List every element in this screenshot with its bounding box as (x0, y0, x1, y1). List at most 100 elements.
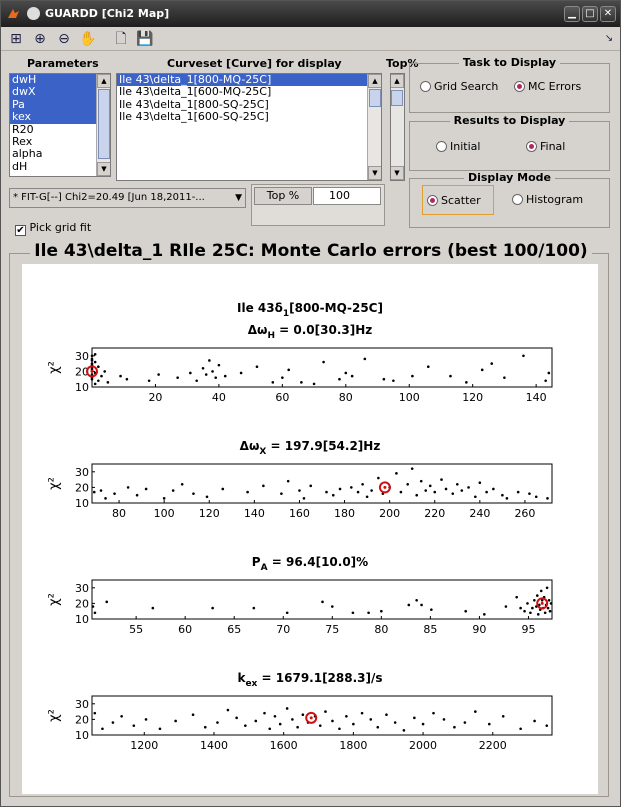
data-point (352, 722, 355, 726)
close-button[interactable]: ✕ (600, 6, 616, 22)
data-point (171, 489, 175, 492)
dock-arrow-icon[interactable]: ↘ (604, 33, 614, 44)
display-mode-group: Display Mode Scatter Histogram (409, 171, 610, 228)
curveset-item[interactable]: Ile 43\delta_1[600-MQ-25C] (119, 85, 272, 99)
display-mode-title: Display Mode (463, 171, 555, 184)
zoom-out-icon[interactable]: ⊖ (58, 31, 70, 47)
parameters-item[interactable]: alpha (12, 147, 43, 161)
data-point (101, 727, 104, 731)
x-tick-label: 1400 (200, 739, 228, 752)
best-fit-center (90, 369, 94, 373)
scatter-radio[interactable]: Scatter (422, 185, 494, 215)
plot-axes-box (91, 579, 553, 620)
y-tick-label: 20 (75, 713, 89, 726)
data-point (331, 719, 334, 723)
initial-label: Initial (450, 140, 481, 153)
data-point (365, 495, 369, 499)
histogram-radio[interactable]: Histogram (512, 193, 583, 206)
curveset-scrollbar[interactable]: ▲ ▼ (367, 74, 381, 180)
checkmark-icon: ✔ (15, 225, 26, 236)
data-point (322, 360, 325, 364)
x-tick-label: 95 (521, 623, 535, 636)
subplot-4: 1200 1400 1600 1800 2000 2200 10 20 30 χ² (47, 695, 553, 752)
pin-icon[interactable] (27, 7, 40, 20)
initial-radio[interactable]: Initial (436, 140, 480, 153)
data-point (244, 724, 247, 727)
data-point (406, 482, 409, 486)
plot-canvas: 20 40 60 80 100 120 140 10 20 30 χ² Ile 43δ1[800-MQ… (22, 264, 598, 794)
data-point (144, 718, 148, 721)
data-point (501, 714, 505, 718)
mc-errors-radio[interactable]: MC Errors (514, 80, 581, 93)
data-point (99, 489, 103, 492)
pan-hand-icon[interactable]: ✋ (79, 31, 97, 47)
data-point (540, 598, 544, 602)
parameters-item[interactable]: Pa (10, 98, 110, 112)
y-tick-label: 30 (75, 350, 89, 363)
data-point (433, 490, 437, 494)
subplot-title: ΔωH = 0.0[30.3]Hz (248, 323, 373, 341)
data-point (208, 359, 211, 362)
parameters-item[interactable]: R20 (12, 122, 34, 136)
curveset-item[interactable]: Ile 43\delta_1[600-SQ-25C] (119, 110, 269, 124)
data-point (120, 714, 123, 718)
data-point (285, 707, 289, 710)
scatter-label: Scatter (441, 194, 481, 207)
y-tick-label: 30 (75, 582, 89, 595)
results-panel: 20 40 60 80 100 120 140 10 20 30 χ² Ile 43δ1[800-MQ… (9, 253, 609, 797)
fit-dropdown[interactable]: * FIT-G[--] Chi2=20.49 [Jun 18,2011-... … (9, 188, 246, 208)
best-fit-center (309, 716, 313, 720)
parameters-listbox[interactable]: ▲ ▼ dwH dwX Pa kex R20 Rex alpha dH (9, 73, 111, 177)
grid-search-radio[interactable]: Grid Search (420, 80, 498, 93)
x-tick-label: 60 (275, 391, 289, 404)
data-point (203, 725, 207, 729)
data-point (106, 381, 110, 384)
pick-grid-checkbox[interactable]: ✔ Pick grid fit (15, 221, 91, 236)
data-point (91, 605, 95, 608)
data-point (413, 716, 416, 720)
data-point (370, 489, 373, 492)
maximize-button[interactable]: □ (582, 6, 598, 22)
best-fit-marker (305, 711, 318, 724)
data-point (442, 718, 446, 721)
data-point (90, 354, 94, 358)
best-fit-marker (536, 597, 549, 610)
top-percent-slider[interactable]: ▲ ▼ (390, 73, 405, 181)
data-point (345, 714, 348, 718)
y-axis-label: χ² (47, 593, 62, 606)
data-point (93, 382, 97, 386)
parameters-scrollbar[interactable]: ▲ ▼ (96, 74, 110, 176)
curveset-listbox[interactable]: ▲ ▼ Ile 43\delta_1[800-MQ-25C] Ile 43\delt… (116, 73, 382, 181)
x-tick-label: 55 (129, 623, 143, 636)
curveset-item[interactable]: Ile 43\delta_1[800-SQ-25C] (119, 97, 269, 111)
save-icon[interactable]: 💾 (136, 31, 154, 47)
x-tick-label: 85 (423, 623, 437, 636)
y-axis-label: χ² (47, 477, 62, 490)
data-point (158, 727, 162, 731)
zoom-in-icon[interactable]: ⊕ (34, 31, 46, 47)
title-bar[interactable]: GUARDD [Chi2 Map] ▁ □ ✕ (1, 1, 620, 27)
parameters-item[interactable]: dH (12, 159, 28, 173)
data-point (113, 492, 116, 495)
parameters-item[interactable]: dwX (10, 85, 110, 99)
data-point (424, 489, 428, 492)
parameters-item[interactable]: kex (10, 110, 110, 124)
new-file-icon[interactable]: 🗋 (115, 31, 127, 47)
final-radio[interactable]: Final (526, 140, 565, 153)
layout-icon[interactable]: ⊞ (10, 31, 22, 47)
data-point (331, 493, 335, 497)
data-point (376, 725, 380, 729)
data-point (192, 492, 195, 495)
data-point (545, 724, 549, 727)
minimize-button[interactable]: ▁ (564, 6, 580, 22)
curveset-item[interactable]: Ile 43\delta_1[800-MQ-25C] (117, 74, 381, 87)
data-point (93, 711, 97, 715)
x-tick-label: 70 (276, 623, 290, 636)
task-group: Task to Display Grid Search MC Errors (409, 56, 610, 113)
x-tick-label: 120 (462, 391, 483, 404)
parameters-item[interactable]: Rex (12, 134, 33, 148)
parameters-item[interactable]: dwH (10, 74, 110, 87)
top-percent-input[interactable]: 100 (313, 187, 381, 205)
data-point (90, 373, 94, 376)
data-point (529, 611, 532, 615)
